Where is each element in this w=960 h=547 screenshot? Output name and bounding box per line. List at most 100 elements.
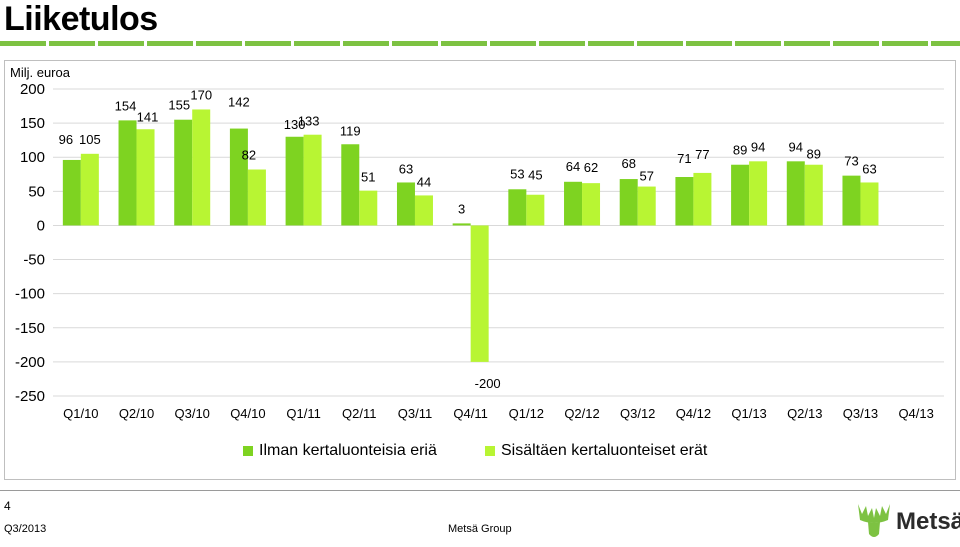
bar-series-2 xyxy=(359,190,378,226)
y-tick-label: 0 xyxy=(37,217,45,234)
bar-series-1 xyxy=(786,161,805,226)
x-tick-label: Q3/11 xyxy=(398,406,432,421)
x-tick-label: Q4/11 xyxy=(453,406,487,421)
data-label: 51 xyxy=(361,170,375,185)
data-label: 141 xyxy=(137,109,159,124)
data-label: 89 xyxy=(733,143,747,158)
bar-series-1 xyxy=(174,119,193,226)
data-label: 73 xyxy=(844,154,858,169)
bar-series-1 xyxy=(619,179,638,226)
x-tick-label: Q4/12 xyxy=(676,406,711,421)
legend-swatch-series-2 xyxy=(485,446,495,456)
bar-series-1 xyxy=(396,182,415,226)
logo-wordmark: Metsä xyxy=(896,508,960,535)
footer-divider xyxy=(0,490,960,491)
data-label: 64 xyxy=(566,159,580,174)
data-label: 89 xyxy=(807,147,821,162)
bar-series-1 xyxy=(452,223,471,226)
data-label: 82 xyxy=(242,148,256,163)
y-tick-label: 150 xyxy=(20,115,45,132)
y-tick-label: -250 xyxy=(15,388,45,405)
bar-series-1 xyxy=(675,177,694,226)
bar-series-1 xyxy=(229,128,248,226)
data-label: 94 xyxy=(751,139,765,154)
bar-series-2 xyxy=(80,153,99,226)
data-label: 53 xyxy=(510,166,524,181)
data-label: 130 xyxy=(284,117,306,132)
bar-series-2 xyxy=(192,109,211,226)
legend-item-series-1: Ilman kertaluonteisia eriä xyxy=(243,442,437,460)
y-tick-label: -150 xyxy=(15,320,45,337)
y-tick-label: -200 xyxy=(15,354,45,371)
bar-series-2 xyxy=(582,183,601,226)
data-label: 94 xyxy=(789,139,803,154)
x-tick-label: Q2/10 xyxy=(119,406,154,421)
bar-series-1 xyxy=(731,164,750,226)
x-tick-label: Q2/12 xyxy=(564,406,599,421)
title-divider xyxy=(0,41,960,46)
bar-series-1 xyxy=(118,120,137,226)
x-tick-label: Q4/10 xyxy=(230,406,265,421)
x-tick-label: Q1/13 xyxy=(731,406,766,421)
y-tick-label: -50 xyxy=(23,252,45,269)
bar-series-2 xyxy=(637,186,656,226)
data-label: 142 xyxy=(228,95,250,110)
data-label: 44 xyxy=(417,174,431,189)
data-label: 57 xyxy=(639,169,653,184)
x-tick-label: Q1/12 xyxy=(509,406,544,421)
data-label: 71 xyxy=(677,151,691,166)
x-tick-label: Q1/11 xyxy=(286,406,320,421)
bar-series-2 xyxy=(136,129,155,226)
y-tick-label: 100 xyxy=(20,149,45,166)
legend: Ilman kertaluonteisia eriä Sisältäen ker… xyxy=(0,442,960,464)
x-tick-label: Q3/12 xyxy=(620,406,655,421)
data-label: 45 xyxy=(528,168,542,183)
x-tick-label: Q3/13 xyxy=(843,406,878,421)
bar-series-2 xyxy=(749,161,768,226)
bar-series-1 xyxy=(285,136,304,226)
bar-series-2 xyxy=(804,164,823,226)
metsa-logo: Metsä xyxy=(852,500,960,542)
bar-chart: Milj. euroa 200 150 100 50 0 -50 -100 -150 -200 -… xyxy=(10,65,944,421)
bar-series-2 xyxy=(247,169,266,226)
data-label: 63 xyxy=(862,161,876,176)
bar-series-2 xyxy=(470,225,489,362)
x-tick-label: Q1/10 xyxy=(63,406,98,421)
bar-series-1 xyxy=(842,175,861,226)
data-label: 77 xyxy=(695,147,709,162)
bar-series-2 xyxy=(303,134,322,226)
x-tick-label: Q3/10 xyxy=(175,406,210,421)
x-tick-labels: Q1/10 Q2/10 Q3/10 Q4/10 Q1/11 Q2/11 Q3/11 Q4/11… xyxy=(63,406,934,421)
data-label: 68 xyxy=(621,156,635,171)
gridlines xyxy=(53,88,944,397)
bar-series-1 xyxy=(564,181,583,226)
data-label: 63 xyxy=(399,161,413,176)
data-label: 119 xyxy=(340,123,361,138)
data-label: 3 xyxy=(458,201,465,216)
page-title: Liiketulos xyxy=(4,0,158,38)
data-label: -200 xyxy=(475,376,501,391)
footer-company: Metsä Group xyxy=(448,523,512,535)
bar-series-2 xyxy=(526,194,545,226)
data-label: 105 xyxy=(79,132,101,147)
data-label: 154 xyxy=(115,98,137,113)
x-tick-label: Q2/11 xyxy=(342,406,376,421)
legend-label-series-1: Ilman kertaluonteisia eriä xyxy=(259,442,437,459)
bar-series-2 xyxy=(860,182,879,226)
x-tick-label: Q2/13 xyxy=(787,406,822,421)
data-label: 133 xyxy=(298,114,320,129)
bar-series-2 xyxy=(693,172,712,226)
bars xyxy=(62,109,879,362)
page-number: 4 xyxy=(4,499,11,513)
x-tick-label: Q4/13 xyxy=(898,406,933,421)
bar-series-1 xyxy=(62,159,81,226)
legend-swatch-series-1 xyxy=(243,446,253,456)
y-axis-label: Milj. euroa xyxy=(10,65,71,80)
bar-series-2 xyxy=(414,195,433,226)
data-label: 155 xyxy=(168,98,190,113)
moose-antler-icon xyxy=(858,504,890,537)
data-label: 170 xyxy=(190,87,212,102)
y-tick-label: 200 xyxy=(20,81,45,98)
y-tick-label: 50 xyxy=(28,183,45,200)
